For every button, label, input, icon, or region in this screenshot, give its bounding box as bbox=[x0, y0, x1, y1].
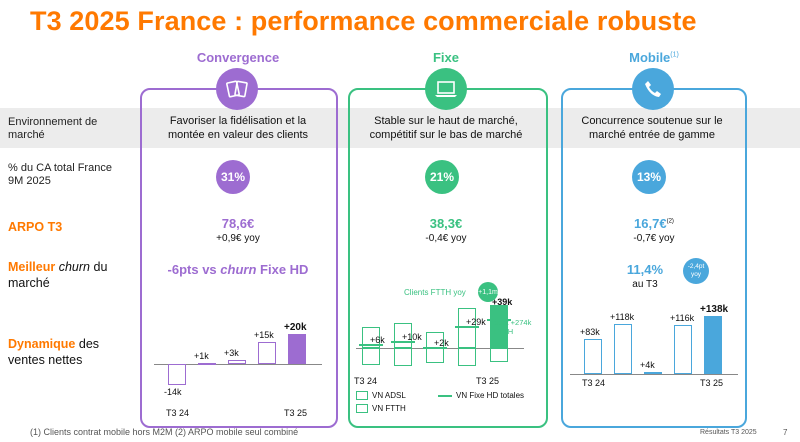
total-line bbox=[359, 343, 383, 346]
legend-label-ftth: VN FTTH bbox=[372, 404, 406, 413]
mobile-net-sales-chart: +83k +118k +4k +116k +138k T3 24 T3 25 bbox=[566, 300, 738, 400]
legend-label-adsl: VN ADSL bbox=[372, 391, 406, 400]
chart-tick-label: T3 25 bbox=[700, 378, 724, 388]
chart-data-label: +15k bbox=[254, 329, 274, 340]
adsl-bar bbox=[362, 348, 380, 365]
chart-data-label: +3k bbox=[224, 347, 239, 358]
ftth-annotation: dont +274k FTTH bbox=[494, 318, 532, 336]
legend-swatch-ftth bbox=[356, 404, 368, 413]
cards-icon bbox=[216, 68, 258, 110]
market-environment-band bbox=[0, 108, 800, 148]
ftth-bar bbox=[490, 305, 508, 348]
chart-tick-label: T3 25 bbox=[476, 376, 500, 386]
chart-data-label: +1k bbox=[194, 350, 209, 361]
chart-tick-label: T3 24 bbox=[166, 408, 190, 418]
chart-bar bbox=[168, 364, 186, 385]
convergence-revenue-share: 31% bbox=[216, 160, 250, 194]
fixe-environment: Stable sur le haut de marché, compétitif… bbox=[369, 115, 523, 141]
convergence-title: Convergence bbox=[196, 50, 280, 65]
mobile-environment: Concurrence soutenue sur le marché entré… bbox=[581, 115, 723, 141]
source-label: Résultats T3 2025 bbox=[700, 429, 757, 436]
chart-data-label: +39k bbox=[492, 296, 513, 307]
row-label-revenue-share: % du CA total France 9M 2025 bbox=[8, 162, 112, 187]
row-label-environment: Environnement de marché bbox=[8, 116, 98, 141]
chart-bar bbox=[288, 334, 306, 364]
row-label-net-sales: Dynamique des ventes nettes bbox=[8, 337, 100, 367]
convergence-environment: Favoriser la fidélisation et la montée e… bbox=[167, 115, 309, 141]
adsl-bar bbox=[458, 348, 476, 366]
fixe-arpo-value: 38,3€ bbox=[429, 216, 463, 231]
convergence-churn: -6pts vs churn Fixe HD bbox=[167, 262, 309, 277]
chart-tick-label: T3 24 bbox=[354, 376, 378, 386]
chart-data-label: +138k bbox=[700, 304, 729, 316]
legend-swatch-total bbox=[438, 395, 452, 397]
chart-data-label: +116k bbox=[670, 313, 695, 324]
convergence-arpo-value: 78,6€ bbox=[221, 216, 255, 231]
chart-bar bbox=[258, 341, 276, 364]
chart-data-label: +10k bbox=[402, 331, 422, 342]
ftth-bar bbox=[362, 327, 380, 348]
fixe-title: Fixe bbox=[432, 50, 459, 65]
mobile-arpo-delta: -0,7€ yoy bbox=[633, 233, 675, 244]
fixe-revenue-share: 21% bbox=[425, 160, 459, 194]
chart-data-label: +6k bbox=[370, 334, 385, 345]
mobile-churn-sub: au T3 bbox=[632, 279, 658, 290]
chart-data-label: +83k bbox=[580, 327, 600, 338]
chart-bar bbox=[704, 316, 722, 374]
chart-tick-label: T3 25 bbox=[284, 408, 308, 418]
footnote: (1) Clients contrat mobile hors M2M (2) … bbox=[30, 427, 299, 437]
chart-bar bbox=[584, 339, 602, 374]
chart-data-label: +2k bbox=[434, 337, 449, 348]
chart-data-label: -14k bbox=[164, 387, 182, 397]
mobile-churn-value: 11,4% bbox=[626, 262, 664, 277]
chart-axis bbox=[154, 364, 322, 365]
chart-bar bbox=[614, 324, 632, 374]
phone-icon bbox=[632, 68, 674, 110]
row-label-churn: Meilleur churn du marché bbox=[8, 260, 108, 290]
ftth-badge: +1,1m bbox=[478, 282, 498, 302]
ftth-label: Clients FTTH yoy bbox=[404, 288, 466, 297]
chart-bar bbox=[644, 372, 662, 375]
chart-tick-label: T3 24 bbox=[582, 378, 606, 388]
adsl-bar bbox=[426, 348, 444, 363]
chart-data-label: +29k bbox=[466, 317, 486, 328]
total-line bbox=[423, 346, 447, 349]
chart-data-label: +118k bbox=[610, 312, 635, 323]
adsl-bar bbox=[394, 348, 412, 366]
total-line bbox=[487, 318, 511, 321]
chart-bar bbox=[674, 325, 692, 374]
fixe-net-sales-chart: Clients FTTH yoy +1,1m +6k +10k +2k +29k +39k d… bbox=[352, 280, 542, 420]
row-label-arpo: ARPO T3 bbox=[8, 220, 63, 234]
mobile-title: Mobile(1) bbox=[629, 50, 679, 65]
fixe-arpo-delta: -0,4€ yoy bbox=[425, 233, 467, 244]
mobile-revenue-share: 13% bbox=[632, 160, 666, 194]
page-title: T3 2025 France : performance commerciale… bbox=[30, 6, 697, 36]
adsl-bar bbox=[490, 348, 508, 362]
total-line bbox=[391, 340, 415, 343]
legend-swatch-adsl bbox=[356, 391, 368, 400]
chart-data-label: +20k bbox=[284, 322, 307, 333]
chart-axis bbox=[570, 374, 738, 375]
chart-data-label: +4k bbox=[640, 360, 655, 371]
mobile-churn-badge: -2,4pt yoy bbox=[683, 258, 709, 284]
legend-label-total: VN Fixe HD totales bbox=[456, 391, 525, 400]
laptop-icon bbox=[425, 68, 467, 110]
page-number: 7 bbox=[783, 428, 788, 437]
mobile-arpo-value: 16,7€(2) bbox=[634, 216, 674, 231]
convergence-arpo-delta: +0,9€ yoy bbox=[216, 233, 260, 244]
convergence-net-sales-chart: -14k +1k +3k +15k +20k T3 24 T3 25 bbox=[150, 300, 330, 424]
chart-bar bbox=[228, 359, 246, 364]
total-line bbox=[455, 326, 479, 329]
chart-bar bbox=[198, 362, 216, 365]
